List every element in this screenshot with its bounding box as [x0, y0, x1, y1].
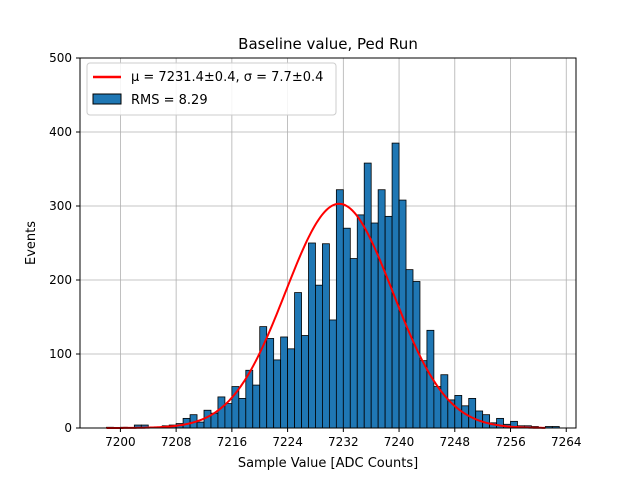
y-tick-label: 400 — [49, 125, 72, 139]
histogram-bar — [349, 258, 358, 429]
histogram-bar — [391, 142, 400, 429]
histogram-bar — [266, 338, 275, 429]
legend-rms-label: RMS = 8.29 — [131, 93, 208, 108]
histogram-bar — [273, 359, 282, 429]
legend-fit-mu: μ = 7231.4±0.4, — [131, 70, 244, 85]
legend: μ = 7231.4±0.4, σ = 7.7±0.4 RMS = 8.29 — [86, 62, 337, 116]
y-tick-label: 300 — [49, 199, 72, 213]
histogram-bar — [280, 336, 288, 429]
histogram-bar — [308, 242, 316, 429]
x-tick-label: 7216 — [217, 435, 248, 449]
x-tick-label: 7232 — [328, 435, 359, 449]
chart-title: Baseline value, Ped Run — [238, 35, 418, 53]
histogram-bar — [433, 386, 442, 429]
histogram-bar — [328, 319, 337, 429]
histogram-bar — [384, 215, 393, 429]
x-tick-label: 7256 — [495, 435, 526, 449]
histogram-bar — [315, 284, 323, 429]
histogram-bar — [335, 189, 344, 429]
histogram-bar — [245, 369, 254, 429]
histogram-bar — [224, 403, 233, 429]
y-axis-ticks: 0 100 200 300 400 500 — [49, 51, 80, 435]
y-tick-label: 200 — [49, 273, 72, 287]
legend-box — [86, 62, 337, 116]
x-tick-label: 7224 — [272, 435, 303, 449]
histogram-bar — [294, 292, 302, 429]
histogram-bar — [322, 243, 330, 429]
histogram-bar — [468, 397, 477, 429]
x-axis-label: Sample Value [ADC Counts] — [238, 456, 418, 471]
histogram-bar — [405, 269, 414, 429]
histogram-bar — [217, 396, 226, 429]
legend-fit-label: μ = 7231.4±0.4, σ = 7.7±0.4 — [131, 70, 323, 85]
x-tick-label: 7248 — [440, 435, 471, 449]
legend-histogram-swatch — [92, 93, 122, 105]
histogram-bar — [377, 189, 386, 429]
x-tick-label: 7240 — [384, 435, 415, 449]
histogram-bar — [252, 384, 261, 429]
gaussian-fit-curve — [106, 202, 546, 429]
histogram-bar — [287, 348, 295, 429]
histogram-bars — [106, 142, 560, 429]
y-axis-label: Events — [24, 221, 39, 265]
histogram-bar — [461, 405, 470, 429]
x-tick-label: 7208 — [161, 435, 192, 449]
histogram-bar — [196, 421, 205, 429]
histogram-bar — [419, 360, 428, 429]
y-tick-label: 0 — [64, 421, 72, 435]
x-axis-ticks: 7200 7208 7216 7224 7232 7240 7248 7256 7264 — [105, 428, 582, 449]
histogram-bar — [238, 397, 247, 429]
histogram-bar — [356, 214, 365, 429]
histogram-bar — [342, 227, 351, 429]
y-tick-label: 100 — [49, 347, 72, 361]
plot-frame — [79, 57, 577, 429]
legend-fit-sigma: σ = 7.7±0.4 — [244, 70, 324, 85]
x-tick-label: 7200 — [105, 435, 136, 449]
x-tick-label: 7264 — [551, 435, 582, 449]
histogram-bar — [363, 162, 372, 429]
histogram-bar — [440, 374, 449, 429]
y-tick-label: 500 — [49, 51, 72, 65]
histogram-bar — [301, 335, 309, 429]
